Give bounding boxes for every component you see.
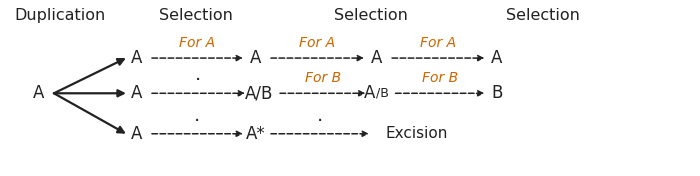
Text: For B: For B: [422, 71, 458, 85]
Text: A: A: [371, 49, 382, 67]
Text: For A: For A: [179, 36, 216, 50]
Text: A: A: [364, 84, 375, 102]
Text: Selection: Selection: [334, 8, 408, 23]
Text: For A: For A: [300, 36, 335, 50]
Text: Excision: Excision: [385, 126, 447, 141]
Text: A: A: [250, 49, 261, 67]
Text: ·: ·: [195, 112, 200, 131]
Text: A: A: [491, 49, 503, 67]
Text: A: A: [131, 125, 142, 143]
Text: A: A: [33, 84, 44, 102]
Text: Selection: Selection: [505, 8, 580, 23]
Text: B: B: [491, 84, 503, 102]
Text: A*: A*: [246, 125, 265, 143]
Text: Duplication: Duplication: [14, 8, 105, 23]
Text: A: A: [131, 49, 142, 67]
Text: ·: ·: [195, 71, 202, 90]
Text: For B: For B: [304, 71, 341, 85]
Text: For A: For A: [420, 36, 456, 50]
Text: A: A: [131, 84, 142, 102]
Text: Selection: Selection: [159, 8, 233, 23]
Text: A/B: A/B: [245, 84, 273, 102]
Text: ·: ·: [317, 112, 323, 131]
Text: /B: /B: [376, 87, 389, 100]
